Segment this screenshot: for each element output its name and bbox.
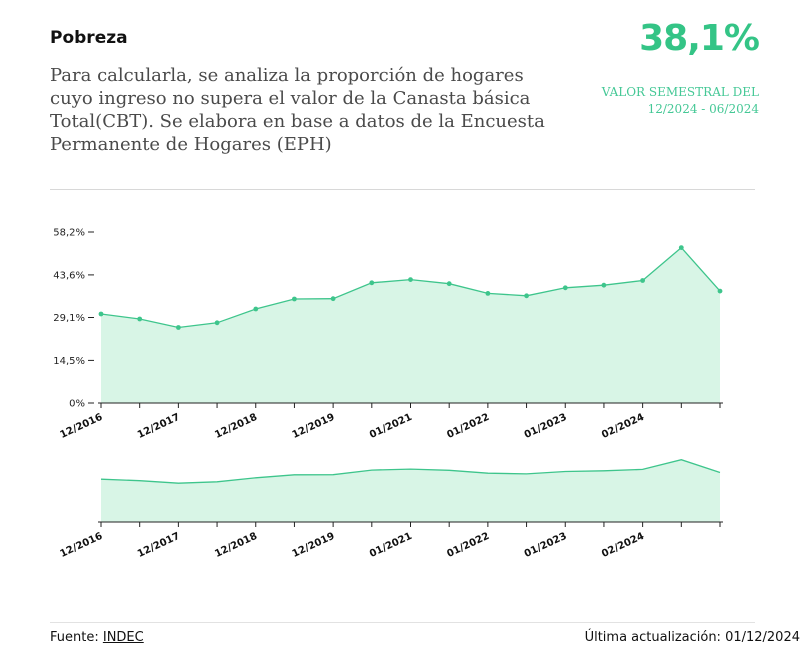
main-data-point	[98, 311, 104, 317]
main-data-point	[137, 316, 143, 322]
main-x-tick-label: 12/2016	[58, 412, 104, 441]
main-data-point	[292, 296, 297, 302]
source-link[interactable]: INDEC	[102, 630, 144, 645]
mini-x-tick-label: 12/2016	[58, 531, 104, 560]
period-range: 12/2024 - 06/2024	[647, 102, 759, 116]
header-divider	[50, 189, 755, 190]
mini-area	[101, 459, 720, 522]
main-y-tick-label: 43,6%	[53, 270, 85, 281]
main-data-point	[253, 306, 259, 312]
mini-x-tick-label: 12/2019	[291, 531, 337, 560]
chart-title: Pobreza	[50, 28, 128, 48]
main-data-point	[176, 325, 181, 330]
current-value: 38,1%	[639, 18, 760, 59]
main-area	[101, 247, 720, 403]
main-y-tick-label: 0%	[69, 399, 85, 410]
main-x-tick-label: 12/2019	[291, 412, 337, 441]
main-data-point	[485, 291, 491, 296]
mini-x-tick-label: 01/2022	[445, 531, 491, 560]
main-data-point	[369, 280, 375, 286]
main-x-tick-label: 12/2018	[213, 412, 259, 441]
main-y-tick-label: 29,1%	[53, 313, 85, 324]
main-data-point	[330, 296, 336, 302]
last-updated: Última actualización: 01/12/2024	[584, 630, 800, 645]
mini-x-tick-label: 01/2023	[523, 531, 569, 560]
main-data-point	[601, 282, 607, 288]
source-label: Fuente:	[50, 630, 99, 645]
footer-divider	[50, 622, 755, 623]
poverty-chart: 12/2016 12/2017 12/2018 12/2019 01/2021 01/20…	[53, 228, 723, 560]
main-x-tick-label: 01/2021	[368, 412, 414, 441]
main-y-tick-label: 58,2%	[53, 228, 85, 239]
main-x-tick-label: 01/2023	[523, 412, 569, 441]
main-x-tick-label: 12/2017	[136, 412, 182, 441]
main-data-point	[717, 288, 723, 294]
period-label: VALOR SEMESTRAL DEL	[601, 85, 759, 99]
main-data-point	[524, 293, 529, 299]
main-data-point	[678, 245, 684, 251]
mini-x-tick-label: 02/2024	[600, 531, 646, 560]
main-data-point	[562, 285, 568, 291]
main-data-point	[214, 320, 220, 326]
main-data-point	[408, 277, 413, 282]
mini-series-line	[100, 459, 721, 484]
main-data-point	[640, 278, 645, 283]
mini-x-tick-label: 01/2021	[368, 531, 414, 560]
main-x-tick-label: 01/2022	[445, 412, 491, 441]
chart-description: Para calcularla, se analiza la proporció…	[50, 65, 545, 155]
mini-x-tick-label: 12/2018	[213, 531, 259, 560]
source-note: Fuente: INDEC	[50, 630, 144, 645]
main-y-tick-label: 14,5%	[53, 356, 85, 367]
mini-x-tick-label: 12/2017	[136, 531, 182, 560]
main-x-tick-label: 02/2024	[600, 412, 646, 441]
main-data-point	[446, 281, 452, 287]
